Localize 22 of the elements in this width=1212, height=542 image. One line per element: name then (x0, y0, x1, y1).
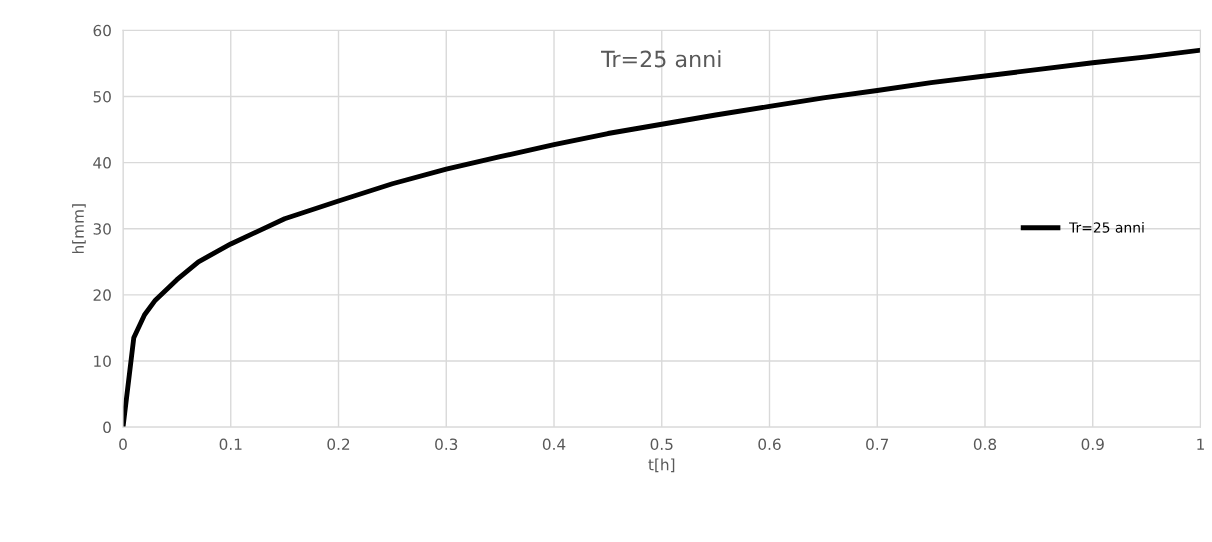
text: Tr=25 anni (601, 50, 721, 68)
x-tick-label: 0.5 (650, 438, 673, 451)
y-tick-label: 10 (94, 355, 111, 367)
legend-label: Tr=25 anni (1069, 222, 1144, 233)
y-tick-label: 30 (93, 223, 111, 235)
y-tick-label: 20 (93, 289, 111, 301)
y-axis-title: h[mm] (72, 204, 86, 254)
y-tick-label: 50 (93, 90, 111, 103)
x-tick-label: 0.1 (219, 438, 242, 451)
x-tick-label: 0.2 (327, 438, 350, 451)
x-tick-label: 0.7 (866, 438, 889, 451)
x-tick-label: 0.6 (758, 438, 781, 451)
x-tick-label: 0.9 (1081, 438, 1104, 451)
x-tick-label: 0.4 (542, 438, 566, 451)
x-tick-label: 0 (119, 438, 127, 451)
x-axis-title: t[h] (648, 458, 675, 473)
y-tick-label: 60 (93, 24, 111, 37)
x-tick-label: 0.3 (435, 438, 458, 451)
y-tick-label: 0 (103, 421, 111, 434)
y-tick-label: 40 (93, 157, 111, 169)
x-tick-label: 0.8 (973, 438, 997, 451)
x-tick-label: 1 (1197, 438, 1204, 450)
